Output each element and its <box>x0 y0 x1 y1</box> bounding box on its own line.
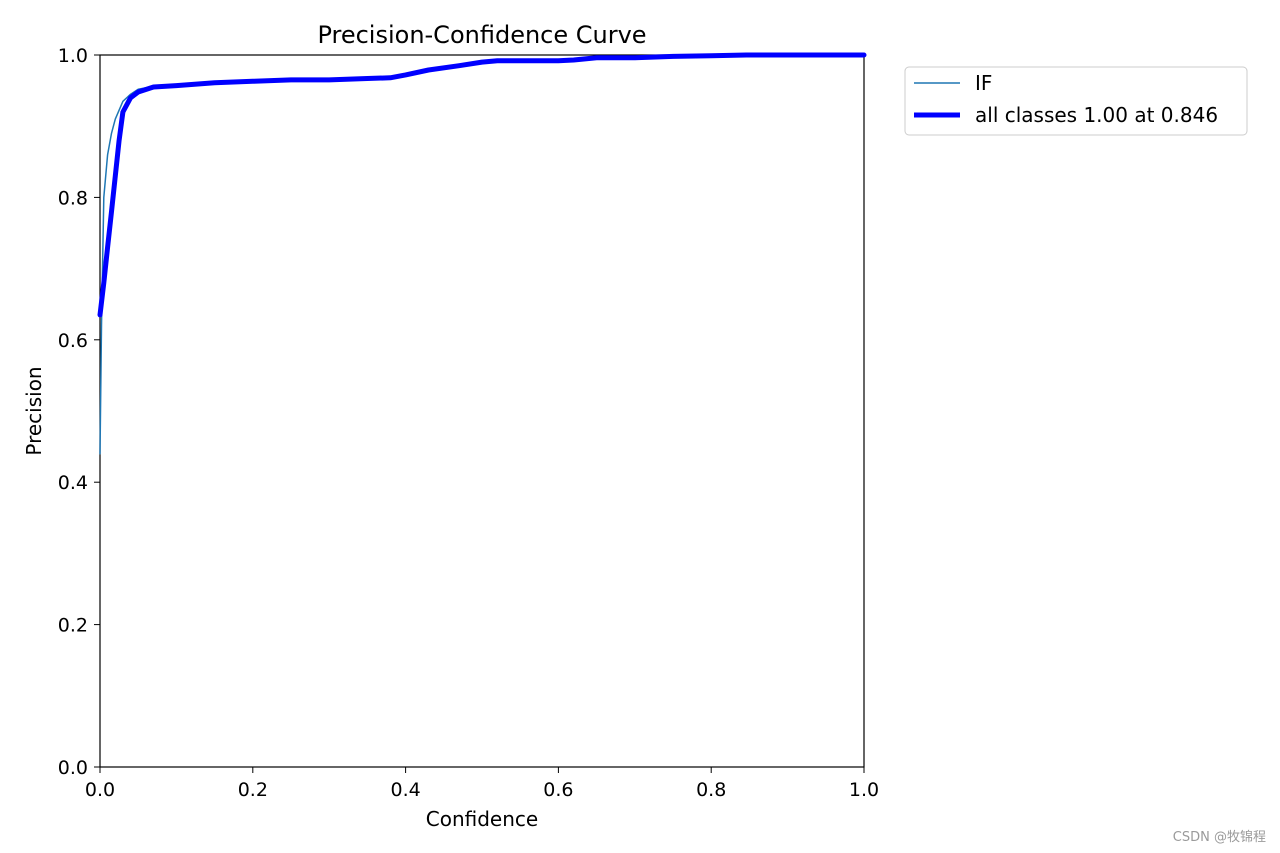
watermark: CSDN @牧锦程 <box>1172 830 1266 845</box>
legend-label-all-classes: all classes 1.00 at 0.846 <box>975 103 1218 127</box>
y-tick-label: 0.6 <box>58 330 88 352</box>
y-axis-ticks: 0.0 0.2 0.4 0.6 0.8 1.0 <box>58 45 100 779</box>
series-line-if <box>99 54 865 455</box>
x-axis-label: Confidence <box>426 807 538 831</box>
chart-title: Precision-Confidence Curve <box>317 21 646 49</box>
x-tick-label: 1.0 <box>849 779 879 801</box>
y-tick-label: 1.0 <box>58 45 88 67</box>
plot-frame <box>99 54 865 768</box>
y-axis-label: Precision <box>22 366 46 455</box>
x-axis-ticks: 0.0 0.2 0.4 0.6 0.8 1.0 <box>85 767 879 801</box>
x-tick-label: 0.2 <box>238 779 268 801</box>
y-tick-label: 0.4 <box>58 472 88 494</box>
legend-box <box>904 66 1248 136</box>
series-line-all-classes <box>97 52 867 318</box>
y-tick-label: 0.8 <box>58 187 88 209</box>
x-tick-label: 0.6 <box>543 779 573 801</box>
y-tick-label: 0.0 <box>58 757 88 779</box>
x-tick-label: 0.4 <box>390 779 420 801</box>
legend: IF all classes 1.00 at 0.846 <box>904 66 1248 136</box>
series-lines <box>97 52 867 455</box>
x-tick-label: 0.0 <box>85 779 115 801</box>
x-tick-label: 0.8 <box>696 779 726 801</box>
y-tick-label: 0.2 <box>58 615 88 637</box>
legend-label-if: IF <box>975 71 992 95</box>
